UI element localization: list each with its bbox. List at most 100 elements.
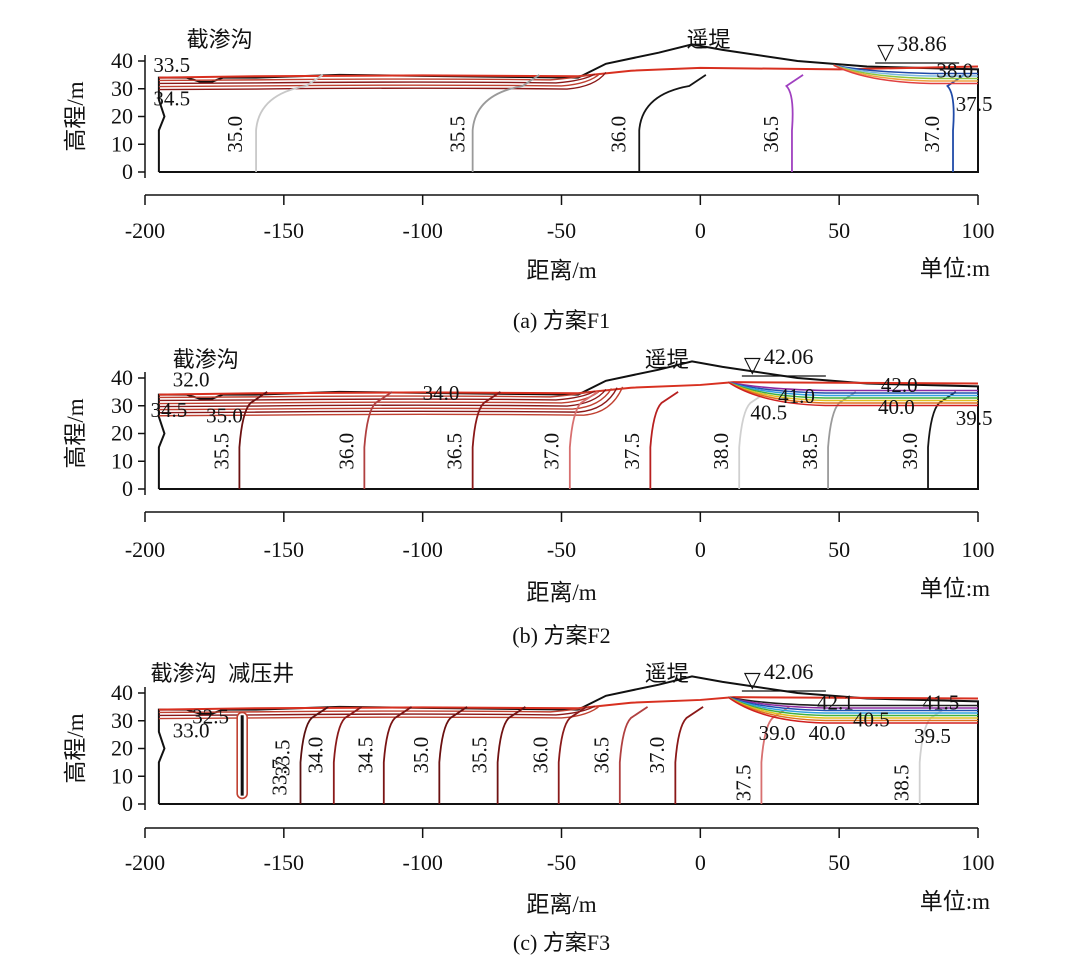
contour-label: 36.0 [334,433,358,470]
y-tick-label: 10 [111,131,133,156]
unit-label: 单位:m [920,256,990,281]
contour-line [927,391,957,489]
x-axis-label: 距离/m [526,258,596,283]
x-tick-label: -100 [403,850,443,875]
water-level-value: 42.06 [764,659,814,684]
contour-line [618,706,649,804]
contour-label: 37.0 [920,116,944,153]
annotation-label: 截渗沟 [173,347,239,372]
contour-line [363,391,393,489]
contour-label: 33.7 [268,759,292,796]
contour-label: 35.5 [445,116,469,153]
contour-line [918,706,948,804]
contour-line [438,706,468,804]
contour-label: 36.5 [590,737,614,774]
contour-line [827,391,857,489]
x-tick-label: 100 [962,218,995,243]
shallow-contour [158,389,601,405]
x-tick-label: 100 [962,850,995,875]
water-level-value: 38.86 [897,31,947,56]
y-tick-label: 0 [122,159,133,184]
y-tick-label: 20 [111,421,133,446]
contour-label: 34.5 [153,86,190,110]
upstream-contour [727,381,978,407]
y-tick-label: 20 [111,104,133,129]
shallow-contour [158,390,596,402]
x-tick-label: 50 [828,537,850,562]
contour-label: 37.0 [645,737,669,774]
shallow-contour [158,387,618,414]
x-tick-label: -200 [125,537,165,562]
x-axis-label: 距离/m [526,580,596,605]
x-axis-label: 距离/m [526,892,596,917]
contour-label: 34.5 [151,398,188,422]
contour-label: 36.5 [759,116,783,153]
contour-label: 37.5 [731,764,755,801]
contour-label: 33.0 [173,718,210,742]
x-tick-label: 0 [695,218,706,243]
annotation-label: 遥堤 [686,27,730,52]
contour-line [784,74,804,172]
upstream-contour [833,64,978,85]
annotation-label: 遥堤 [645,347,689,372]
domain-outline [157,360,979,490]
contour-label: 39.0 [898,433,922,470]
contour-label: 37.5 [620,433,644,470]
water-level-symbol: ▽ [744,352,761,377]
contour-label: 35.5 [468,737,492,774]
shallow-contour [158,71,607,91]
y-axis-label: 高程/m [63,398,88,468]
contour-line [255,74,324,172]
contour-label: 36.0 [529,737,553,774]
y-tick-label: 40 [111,365,133,390]
contour-label: 36.5 [443,433,467,470]
panel-caption: (a) 方案F1 [513,308,610,333]
shallow-contour [158,386,624,417]
water-level-value: 42.06 [764,344,814,369]
contour-label: 38.0 [936,59,973,83]
contour-label: 40.5 [750,401,787,425]
x-tick-label: -150 [264,218,304,243]
contour-line [557,706,587,804]
x-tick-label: -150 [264,850,304,875]
contour-line [382,706,413,804]
unit-label: 单位:m [920,576,990,601]
x-tick-label: 0 [695,537,706,562]
contour-line [471,391,501,489]
shallow-contour [158,72,601,88]
contour-line [496,706,526,804]
shallow-contour [158,73,596,85]
annotation-label: 截渗沟 [187,27,253,52]
contour-label: 38.5 [798,433,822,470]
contour-label: 36.0 [606,116,630,153]
x-tick-label: -100 [403,218,443,243]
contour-line [471,74,540,172]
annotation-label: 减压井 [228,661,294,686]
contour-label: 40.0 [809,721,846,745]
contour-line [946,74,965,172]
y-tick-label: 10 [111,763,133,788]
contour-label: 34.0 [423,381,460,405]
shallow-contour [158,74,590,82]
annotation-label: 截渗沟 [151,661,217,686]
contour-label: 34.5 [354,737,378,774]
contour-label: 33.5 [270,740,294,777]
domain-outline [157,43,979,173]
x-tick-label: -200 [125,850,165,875]
contour-label: 35.0 [206,403,243,427]
x-tick-label: -50 [547,537,576,562]
contour-label: 37.0 [540,433,564,470]
x-tick-label: 0 [695,850,706,875]
contour-label: 39.0 [759,721,796,745]
y-tick-label: 30 [111,393,133,418]
x-tick-label: -150 [264,537,304,562]
x-tick-label: -200 [125,218,165,243]
annotation-label: 遥堤 [645,661,689,686]
shallow-contour [158,388,613,411]
contour-label: 41.0 [778,384,815,408]
contour-label: 32.5 [192,705,229,729]
contour-label: 42.1 [817,691,854,715]
contour-line [568,391,599,489]
